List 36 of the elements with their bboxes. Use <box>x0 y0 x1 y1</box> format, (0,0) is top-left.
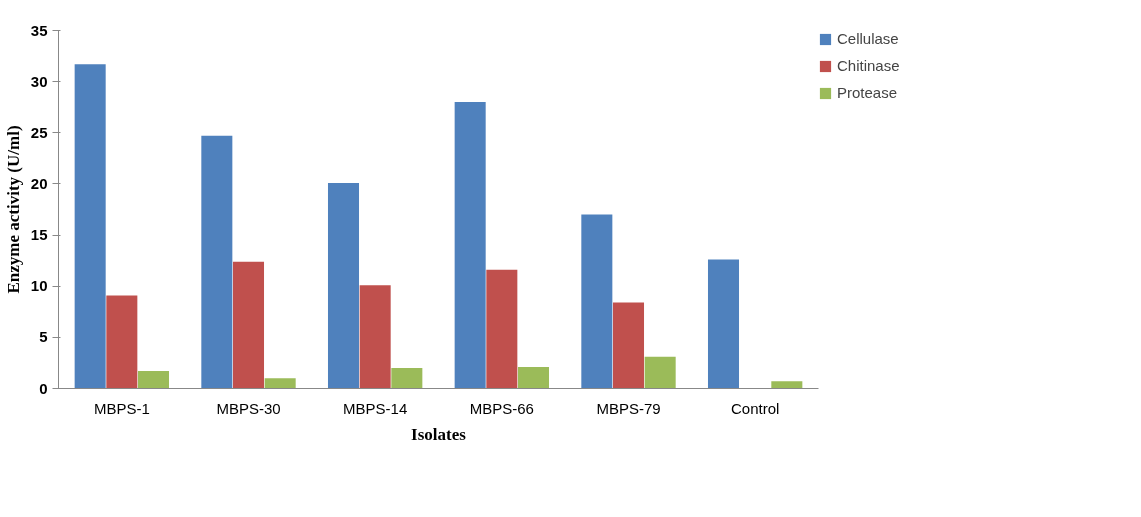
x-tick-label: Control <box>730 399 780 417</box>
bar <box>264 378 296 389</box>
legend-label: Chitinase <box>837 57 900 74</box>
y-tick-label: 0 <box>39 379 48 397</box>
y-tick-label: 25 <box>30 123 48 141</box>
bar <box>707 259 740 389</box>
x-tick-label: MBPS-14 <box>343 399 408 417</box>
y-tick-label: 30 <box>30 72 48 90</box>
bar <box>391 368 423 389</box>
bar <box>644 356 676 389</box>
x-axis-title: Isolates <box>411 424 467 444</box>
bar <box>74 64 106 389</box>
x-tick-label: MBPS-66 <box>469 399 534 417</box>
bar <box>612 302 645 389</box>
bar <box>327 182 360 389</box>
x-tick-label: MBPS-79 <box>596 399 661 417</box>
bar <box>106 295 138 389</box>
bar <box>359 285 391 389</box>
bar <box>201 135 233 389</box>
y-tick-label: 20 <box>30 174 48 192</box>
bar <box>454 102 486 389</box>
y-tick-label: 35 <box>30 21 48 39</box>
y-tick-label: 15 <box>30 226 48 244</box>
legend-label: Protease <box>837 84 898 101</box>
bar <box>517 367 550 389</box>
bar <box>486 269 518 389</box>
x-tick-label: MBPS-1 <box>93 399 150 417</box>
bar <box>581 214 613 389</box>
y-axis-title: Enzyme activity (U/ml) <box>3 125 23 294</box>
y-tick-label: 5 <box>39 328 48 346</box>
bar <box>232 261 265 389</box>
legend-label: Cellulase <box>837 30 899 47</box>
bar <box>137 371 170 389</box>
bar <box>771 381 803 389</box>
y-tick-label: 10 <box>30 277 48 295</box>
x-tick-label: MBPS-30 <box>216 399 281 417</box>
